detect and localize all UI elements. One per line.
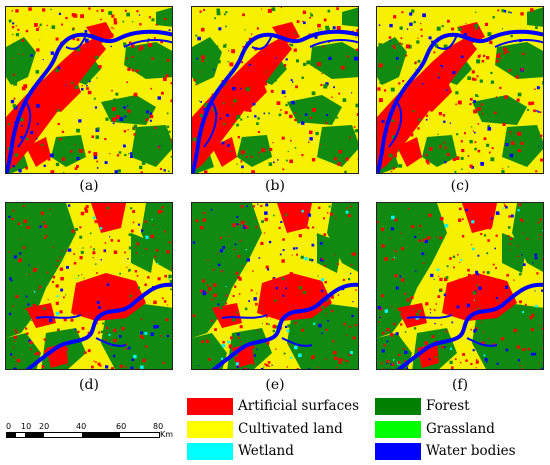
caption-b: (b) <box>265 178 285 194</box>
scale-bar: 0 10 20 40 60 80 Km <box>4 418 174 448</box>
land-cover-map-c <box>377 7 543 173</box>
caption-e: (e) <box>265 377 285 393</box>
map-panel-f <box>376 202 544 370</box>
scale-tick-20: 20 <box>39 422 50 431</box>
scale-tick-40: 40 <box>76 422 87 431</box>
land-cover-map-d <box>6 203 172 369</box>
legend-label-forest: Forest <box>426 398 470 414</box>
legend-swatch-artificial-surfaces <box>187 398 233 415</box>
legend-swatch-wetland <box>187 443 233 460</box>
land-cover-map-a <box>6 7 172 173</box>
map-panel-d <box>5 202 173 370</box>
caption-c: (c) <box>450 178 470 194</box>
scale-tick-60: 60 <box>116 422 127 431</box>
map-panel-b <box>191 6 359 174</box>
scale-tick-0: 0 <box>6 422 12 431</box>
legend-label-water-bodies: Water bodies <box>426 443 516 459</box>
scale-unit: Km <box>160 430 174 439</box>
legend-swatch-water-bodies <box>375 443 421 460</box>
caption-a: (a) <box>79 178 99 194</box>
legend-label-wetland: Wetland <box>238 443 294 459</box>
scale-bar-graphic <box>6 432 160 438</box>
scale-tick-10: 10 <box>21 422 32 431</box>
legend-swatch-grassland <box>375 421 421 438</box>
legend-swatch-forest <box>375 398 421 415</box>
land-cover-map-b <box>192 7 358 173</box>
land-cover-map-e <box>192 203 358 369</box>
legend-label-artificial-surfaces: Artificial surfaces <box>238 398 360 414</box>
caption-f: (f) <box>451 377 469 393</box>
legend-label-grassland: Grassland <box>426 421 495 437</box>
scale-tick-80: 80 <box>153 422 164 431</box>
caption-d: (d) <box>79 377 99 393</box>
map-panel-a <box>5 6 173 174</box>
legend-swatch-cultivated-land <box>187 421 233 438</box>
map-panel-c <box>376 6 544 174</box>
legend-label-cultivated-land: Cultivated land <box>238 421 343 437</box>
map-panel-e <box>191 202 359 370</box>
land-cover-map-f <box>377 203 543 369</box>
